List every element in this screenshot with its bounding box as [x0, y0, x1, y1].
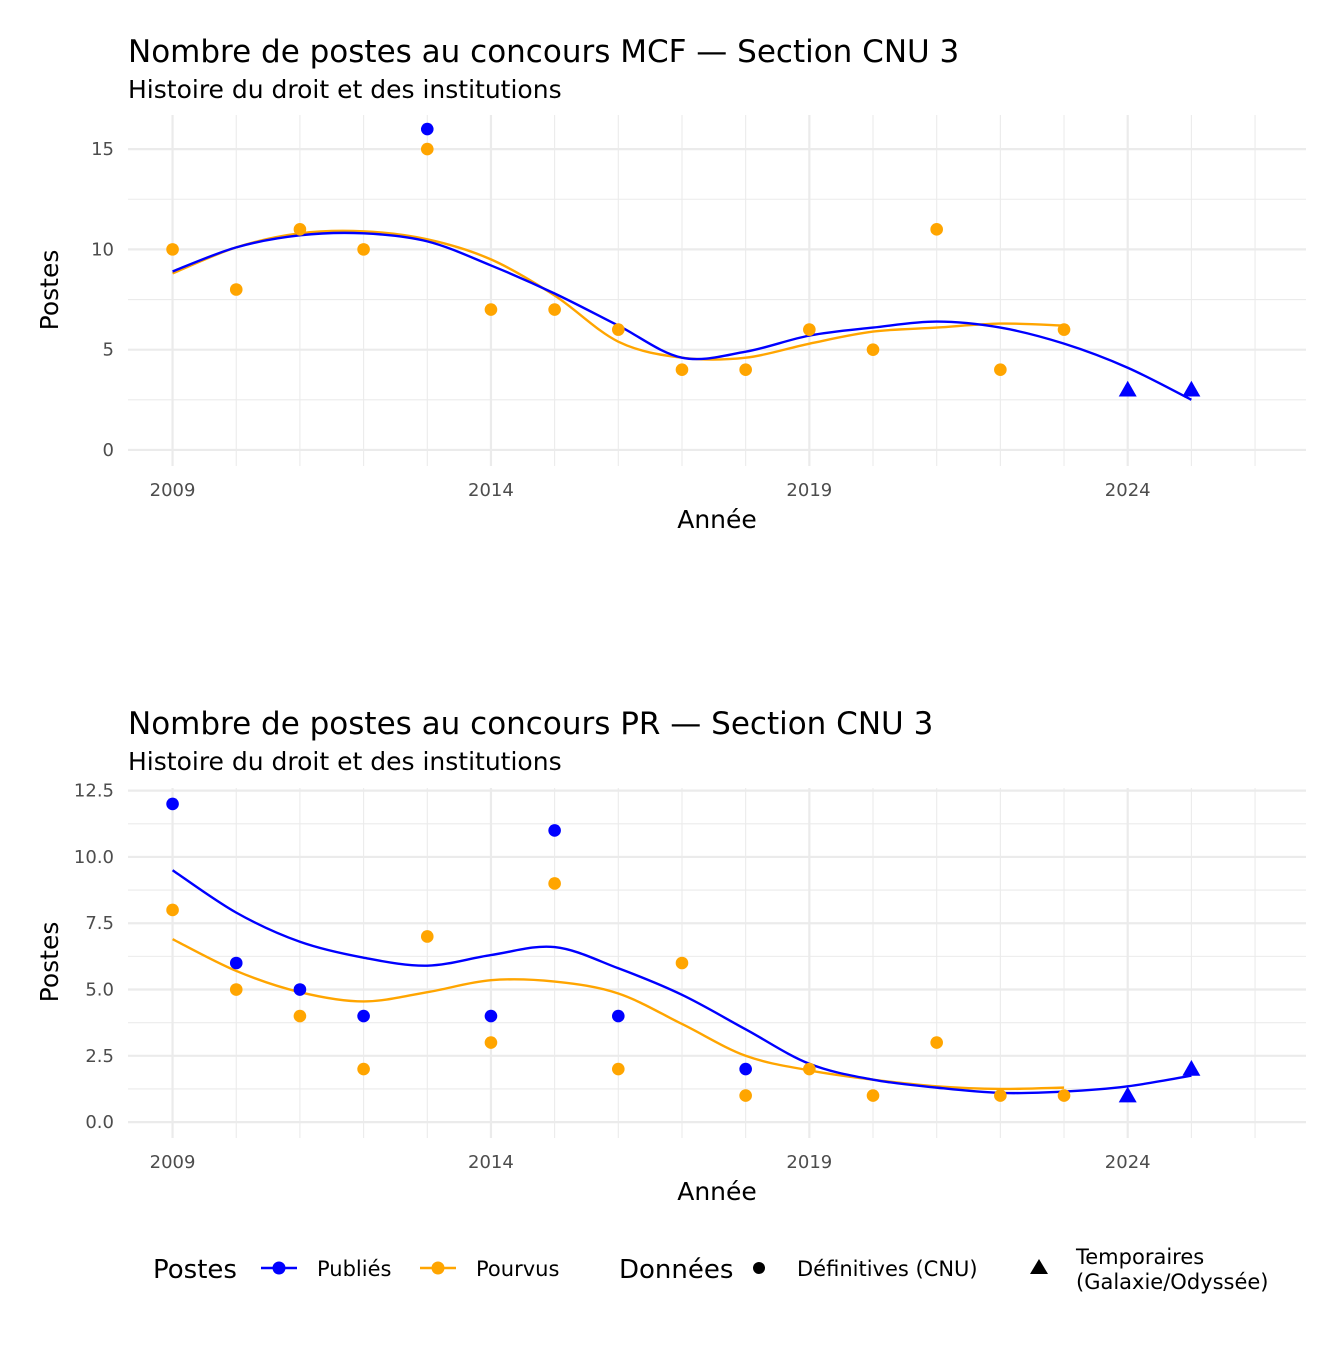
pr-pourvus-point — [866, 1089, 880, 1102]
legend-item-temporaires: Temporaires (Galaxie/Odyssée) — [1030, 1245, 1269, 1294]
mcf-pourvus-point — [612, 323, 625, 336]
pr-y-tick-label: 12.5 — [74, 781, 114, 802]
legend-pourvus-dot — [431, 1261, 445, 1275]
pr-pourvus-point — [293, 1009, 307, 1023]
legend-circle-shape — [753, 1262, 765, 1274]
legend-donnees-title: Données — [619, 1255, 733, 1285]
pr-publies-point — [229, 956, 243, 970]
mcf-pourvus-point — [994, 363, 1007, 377]
mcf-y-axis-title: Postes — [35, 250, 64, 331]
legend-publies-dot — [272, 1261, 286, 1275]
pr-x-axis-title: Année — [677, 1177, 757, 1206]
mcf-pourvus-smooth-line — [172, 229, 1065, 361]
mcf-pourvus-point — [420, 142, 434, 156]
legend-item-definitives: Définitives (CNU) — [753, 1257, 978, 1281]
mcf-pourvus-point — [930, 223, 943, 236]
pr-publies-point — [357, 1009, 370, 1023]
pr-y-axis-title: Postes — [35, 922, 64, 1003]
mcf-pourvus-point — [1057, 323, 1071, 336]
mcf-pourvus-point — [293, 223, 307, 236]
mcf-chart-subtitle: Histoire du droit et des institutions — [128, 75, 562, 104]
mcf-x-axis-title: Année — [677, 505, 757, 534]
pr-x-tick-label: 2019 — [786, 1152, 832, 1173]
legend-temporaires-label-line2: (Galaxie/Odyssée) — [1076, 1270, 1269, 1294]
mcf-pourvus-point — [675, 363, 689, 377]
mcf-publies-point — [420, 122, 434, 136]
pr-y-tick-label: 10.0 — [74, 847, 114, 868]
pr-pourvus-point — [612, 1062, 625, 1076]
pr-pourvus-point — [357, 1062, 370, 1076]
pr-x-tick-label: 2009 — [150, 1152, 196, 1173]
pr-publies-point — [293, 983, 307, 996]
pr-chart-panel: Nombre de postes au concours PR — Sectio… — [35, 706, 1306, 1206]
pr-tick-labels: 0.0 2.5 5.0 7.5 10.0 12.5 2009 2014 2019 2024 — [74, 781, 1151, 1173]
pr-pourvus-point — [420, 930, 434, 943]
pr-chart-subtitle: Histoire du droit et des institutions — [128, 747, 562, 776]
pr-pourvus-point — [484, 1036, 498, 1049]
mcf-smooth-lines — [172, 229, 1192, 401]
mcf-pourvus-point — [803, 323, 816, 336]
mcf-y-tick-label: 10 — [91, 239, 114, 260]
pr-x-tick-label: 2014 — [468, 1152, 514, 1173]
pr-smooth-lines — [171, 869, 1192, 1095]
pr-y-tick-label: 5.0 — [85, 980, 114, 1001]
pr-publies-point — [739, 1062, 752, 1076]
mcf-y-tick-label: 0 — [103, 440, 114, 461]
mcf-pourvus-point — [229, 283, 243, 296]
mcf-chart-title: Nombre de postes au concours MCF — Secti… — [128, 34, 959, 70]
legend-item-publies: Publiés — [261, 1257, 391, 1281]
pr-publies-point-temporaire — [1182, 1060, 1201, 1076]
legend-temporaires-label-line1: Temporaires — [1075, 1245, 1204, 1269]
mcf-pourvus-point — [166, 243, 179, 256]
mcf-x-tick-label: 2009 — [150, 480, 196, 501]
pr-pourvus-point — [675, 956, 689, 970]
mcf-pourvus-point — [548, 303, 561, 316]
mcf-data-points — [166, 122, 1201, 397]
legend-pourvus-label: Pourvus — [476, 1257, 559, 1281]
legend: Postes Publiés Pourvus Données Définitiv… — [153, 1245, 1269, 1294]
pr-pourvus-point — [930, 1036, 943, 1049]
legend-triangle-shape — [1030, 1259, 1048, 1274]
mcf-x-tick-label: 2024 — [1105, 480, 1151, 501]
mcf-x-tick-label: 2019 — [786, 480, 832, 501]
legend-definitives-label: Définitives (CNU) — [797, 1257, 978, 1281]
pr-publies-point — [612, 1009, 625, 1023]
pr-pourvus-point — [166, 903, 179, 917]
mcf-pourvus-point — [484, 303, 498, 316]
pr-publies-point — [166, 797, 179, 811]
mcf-pourvus-point — [357, 243, 370, 256]
mcf-publies-smooth-line — [172, 231, 1192, 401]
mcf-pourvus-point — [866, 343, 880, 356]
mcf-chart-panel: Nombre de postes au concours MCF — Secti… — [35, 34, 1306, 534]
mcf-pourvus-point — [739, 363, 752, 377]
pr-pourvus-point — [229, 983, 243, 996]
pr-pourvus-point — [548, 877, 561, 890]
pr-chart-title: Nombre de postes au concours PR — Sectio… — [128, 706, 933, 742]
legend-postes-title: Postes — [153, 1255, 237, 1285]
pr-y-tick-label: 0.0 — [85, 1112, 114, 1133]
pr-y-tick-label: 2.5 — [85, 1046, 114, 1067]
pr-publies-smooth-line — [171, 869, 1192, 1095]
mcf-gridlines — [128, 115, 1306, 466]
mcf-tick-labels: 0 5 10 15 2009 2014 2019 2024 — [91, 139, 1151, 501]
pr-publies-point — [484, 1009, 498, 1023]
legend-publies-label: Publiés — [317, 1257, 391, 1281]
pr-pourvus-point — [739, 1089, 752, 1102]
mcf-y-tick-label: 15 — [91, 139, 114, 160]
pr-x-tick-label: 2024 — [1105, 1152, 1151, 1173]
pr-pourvus-point — [994, 1089, 1007, 1102]
pr-publies-point — [548, 824, 561, 837]
pr-pourvus-point — [1057, 1089, 1071, 1102]
mcf-publies-point-temporaire — [1182, 380, 1201, 397]
mcf-publies-point-temporaire — [1118, 380, 1137, 397]
pr-publies-point-temporaire — [1118, 1086, 1137, 1103]
pr-y-tick-label: 7.5 — [85, 913, 114, 934]
mcf-y-tick-label: 5 — [103, 340, 114, 361]
pr-pourvus-point — [803, 1062, 816, 1076]
pr-data-points — [166, 797, 1201, 1103]
mcf-x-tick-label: 2014 — [468, 480, 514, 501]
legend-item-pourvus: Pourvus — [420, 1257, 559, 1281]
